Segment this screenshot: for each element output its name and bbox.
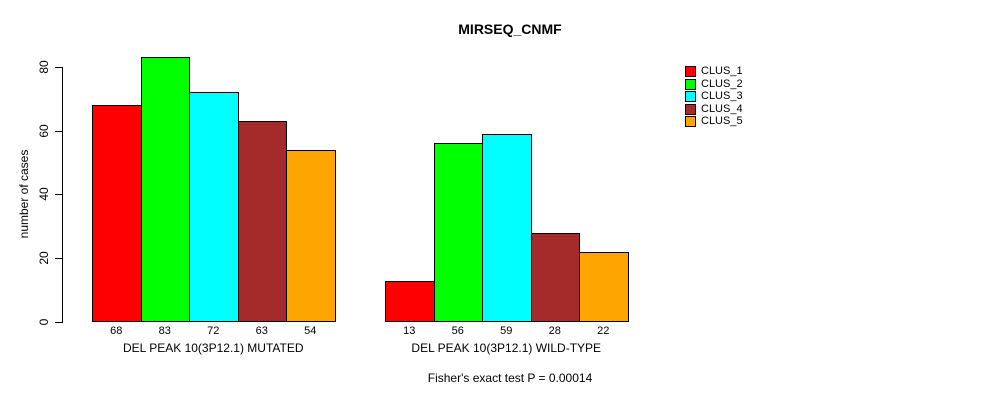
legend: CLUS_1 CLUS_2 CLUS_3 CLUS_4 CLUS_5 [685, 66, 743, 129]
legend-label: CLUS_3 [701, 90, 743, 103]
bar-value-label: 13 [403, 325, 416, 337]
legend-label: CLUS_5 [701, 115, 743, 128]
bar-value-label: 83 [158, 325, 171, 337]
x-group-label: DEL PEAK 10(3P12.1) WILD-TYPE [411, 341, 602, 355]
bar-clus_2-group1 [140, 57, 190, 322]
bar-value-label: 22 [597, 325, 610, 337]
legend-color-swatch [685, 78, 696, 90]
bar-value-label: 28 [548, 325, 561, 337]
y-tick-label: 20 [37, 251, 51, 265]
y-axis-tick [55, 66, 62, 68]
bar-clus_1-group1 [92, 105, 142, 322]
y-axis-label: number of cases [17, 149, 31, 239]
bar-value-label: 68 [110, 325, 123, 337]
bar-clus_3-group1 [189, 92, 239, 322]
y-axis-tick [55, 322, 62, 323]
bar-clus_4-group2 [530, 232, 580, 322]
bar-value-label: 54 [304, 325, 317, 337]
bar-value-label: 59 [500, 325, 513, 337]
y-axis-tick [55, 130, 62, 132]
bar-clus_3-group2 [482, 133, 532, 322]
y-tick-label: 40 [37, 187, 51, 202]
legend-item-clus_4: CLUS_4 [685, 102, 743, 115]
legend-color-swatch [685, 103, 696, 115]
y-axis-line [62, 66, 63, 323]
legend-label: CLUS_2 [701, 77, 743, 90]
y-tick-label: 0 [37, 318, 51, 326]
bar-clus_4-group1 [237, 121, 287, 322]
footnote-text: Fisher's exact test P = 0.00014 [427, 371, 593, 385]
legend-label: CLUS_4 [701, 102, 743, 115]
legend-item-clus_5: CLUS_5 [685, 115, 743, 128]
legend-item-clus_2: CLUS_2 [685, 77, 743, 90]
bar-clus_5-group2 [579, 251, 629, 322]
x-group-label: DEL PEAK 10(3P12.1) MUTATED [122, 341, 304, 355]
bar-value-label: 63 [255, 325, 268, 337]
legend-color-swatch [685, 91, 696, 103]
legend-label: CLUS_1 [701, 65, 743, 77]
legend-color-swatch [685, 66, 696, 77]
bar-value-label: 72 [207, 325, 220, 337]
legend-item-clus_1: CLUS_1 [685, 66, 743, 77]
y-tick-label: 80 [37, 60, 51, 74]
bar-clus_1-group2 [385, 280, 435, 322]
legend-color-swatch [685, 116, 696, 128]
y-axis-tick [55, 194, 62, 196]
y-tick-label: 60 [37, 123, 51, 138]
bar-value-label: 56 [451, 325, 464, 337]
y-axis-tick [55, 258, 62, 260]
bar-clus_5-group1 [286, 149, 336, 322]
chart-title: MIRSEQ_CNMF [458, 21, 562, 37]
legend-item-clus_3: CLUS_3 [685, 90, 743, 103]
bar-clus_2-group2 [433, 143, 483, 322]
